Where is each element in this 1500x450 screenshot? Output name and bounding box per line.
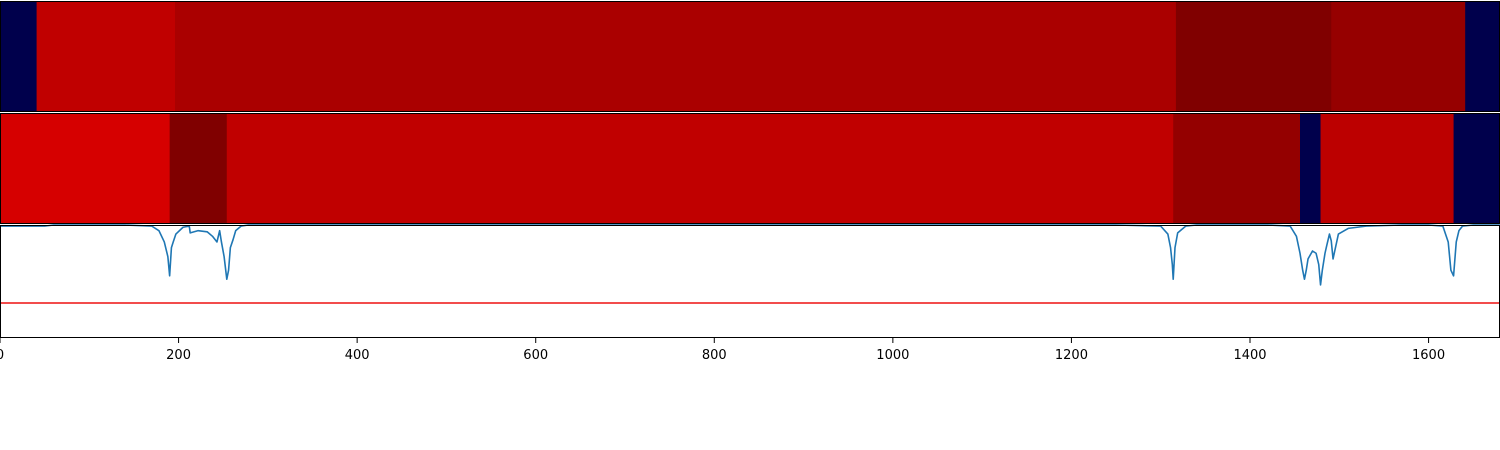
x-tick-label-4: 800 [702, 348, 727, 363]
heatmap-cell-row1-seg4 [1300, 113, 1322, 224]
line-panel [0, 224, 1500, 338]
heatmap-cell-row1-seg0 [0, 113, 171, 224]
heatmap-cell-row0-seg0 [0, 1, 38, 112]
x-tick-label-5: 1000 [876, 348, 909, 363]
x-tick-label-1: 200 [166, 348, 191, 363]
line-series-0 [0, 224, 1500, 286]
heatmap-cell-row1-seg6 [1453, 113, 1500, 224]
x-tick-label-3: 600 [523, 348, 548, 363]
heatmap-cell-row0-seg1 [36, 1, 176, 112]
x-tick-label-7: 1400 [1233, 348, 1266, 363]
x-tick-label-0: 0 [0, 348, 4, 363]
x-tick-label-6: 1200 [1055, 348, 1088, 363]
heatmap-rows [0, 1, 1500, 224]
line-panel-background [0, 225, 1500, 338]
heatmap-cell-row0-seg2 [175, 1, 1177, 112]
heatmap-cell-row1-seg1 [169, 113, 228, 224]
line-series-group [0, 224, 1500, 286]
heatmap-cell-row0-seg5 [1465, 1, 1500, 112]
x-tick-label-2: 400 [345, 348, 370, 363]
x-tick-label-8: 1600 [1412, 348, 1445, 363]
heatmap-cell-row1-seg3 [1173, 113, 1301, 224]
heatmap-cell-row0-seg4 [1331, 1, 1466, 112]
heatmap-cell-row1-seg5 [1320, 113, 1455, 224]
heatmap-cell-row0-seg3 [1175, 1, 1332, 112]
heatmap-cell-row1-seg2 [226, 113, 1174, 224]
x-axis: 0 200 400 600 800 1000 1200 1400 1600 [0, 338, 1445, 363]
